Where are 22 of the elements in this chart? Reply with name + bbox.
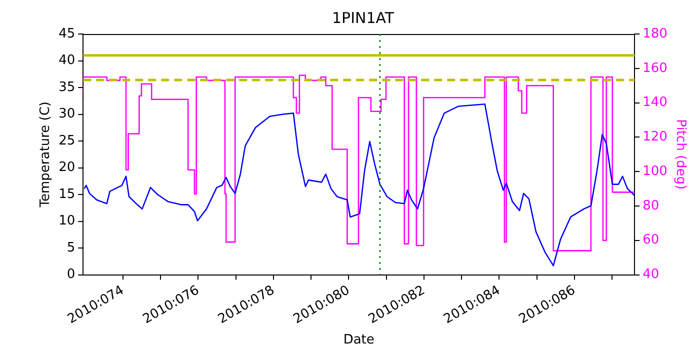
y2-axis-title: Pitch (deg) (672, 119, 688, 190)
y-tick-label: 0 (66, 267, 76, 282)
y-tick-label: 25 (58, 133, 76, 148)
y2-tick-label: 60 (642, 232, 660, 248)
y-tick-label: 30 (58, 106, 76, 122)
y-tick-label: 5 (66, 240, 76, 256)
y-tick-label: 45 (58, 26, 76, 42)
y2-tick-label: 80 (642, 198, 660, 214)
chart-title: 1PIN1AT (332, 8, 395, 27)
y2-tick-label: 180 (642, 26, 668, 42)
y-tick-label: 10 (58, 214, 76, 229)
y-tick-label: 20 (58, 160, 76, 176)
y2-tick-label: 120 (642, 130, 668, 145)
x-axis-title: Date (343, 332, 374, 348)
y-axis-title: Temperature (C) (38, 102, 54, 208)
y2-tick-label: 100 (642, 164, 668, 179)
y-tick-label: 15 (58, 186, 76, 202)
y2-tick-label: 160 (642, 60, 668, 76)
y2-tick-label: 140 (642, 95, 668, 110)
y-tick-label: 40 (58, 53, 76, 68)
y-tick-label: 35 (58, 80, 76, 95)
y2-tick-label: 40 (642, 267, 660, 282)
